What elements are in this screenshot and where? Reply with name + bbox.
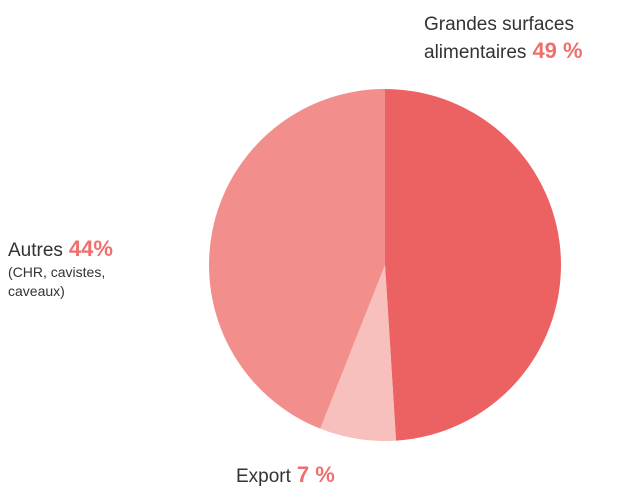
category-label: Grandes surfaces alimentaires: [424, 14, 574, 63]
pie-slice: [208, 89, 385, 429]
pie-slice: [320, 265, 397, 441]
value-label: 7 %: [296, 462, 335, 487]
slice-label: Export 7 %: [236, 462, 436, 490]
value-label: 49 %: [532, 38, 583, 63]
annotation: (CHR, cavistes, caveaux): [8, 264, 106, 299]
value-label: 44%: [68, 236, 113, 261]
slice-label: Grandes surfaces alimentaires 49 %: [424, 12, 633, 66]
category-label: Autres: [8, 240, 63, 261]
pie-slice: [385, 89, 562, 441]
category-label: Export: [236, 466, 291, 487]
slice-label: Autres 44%: [8, 236, 208, 264]
